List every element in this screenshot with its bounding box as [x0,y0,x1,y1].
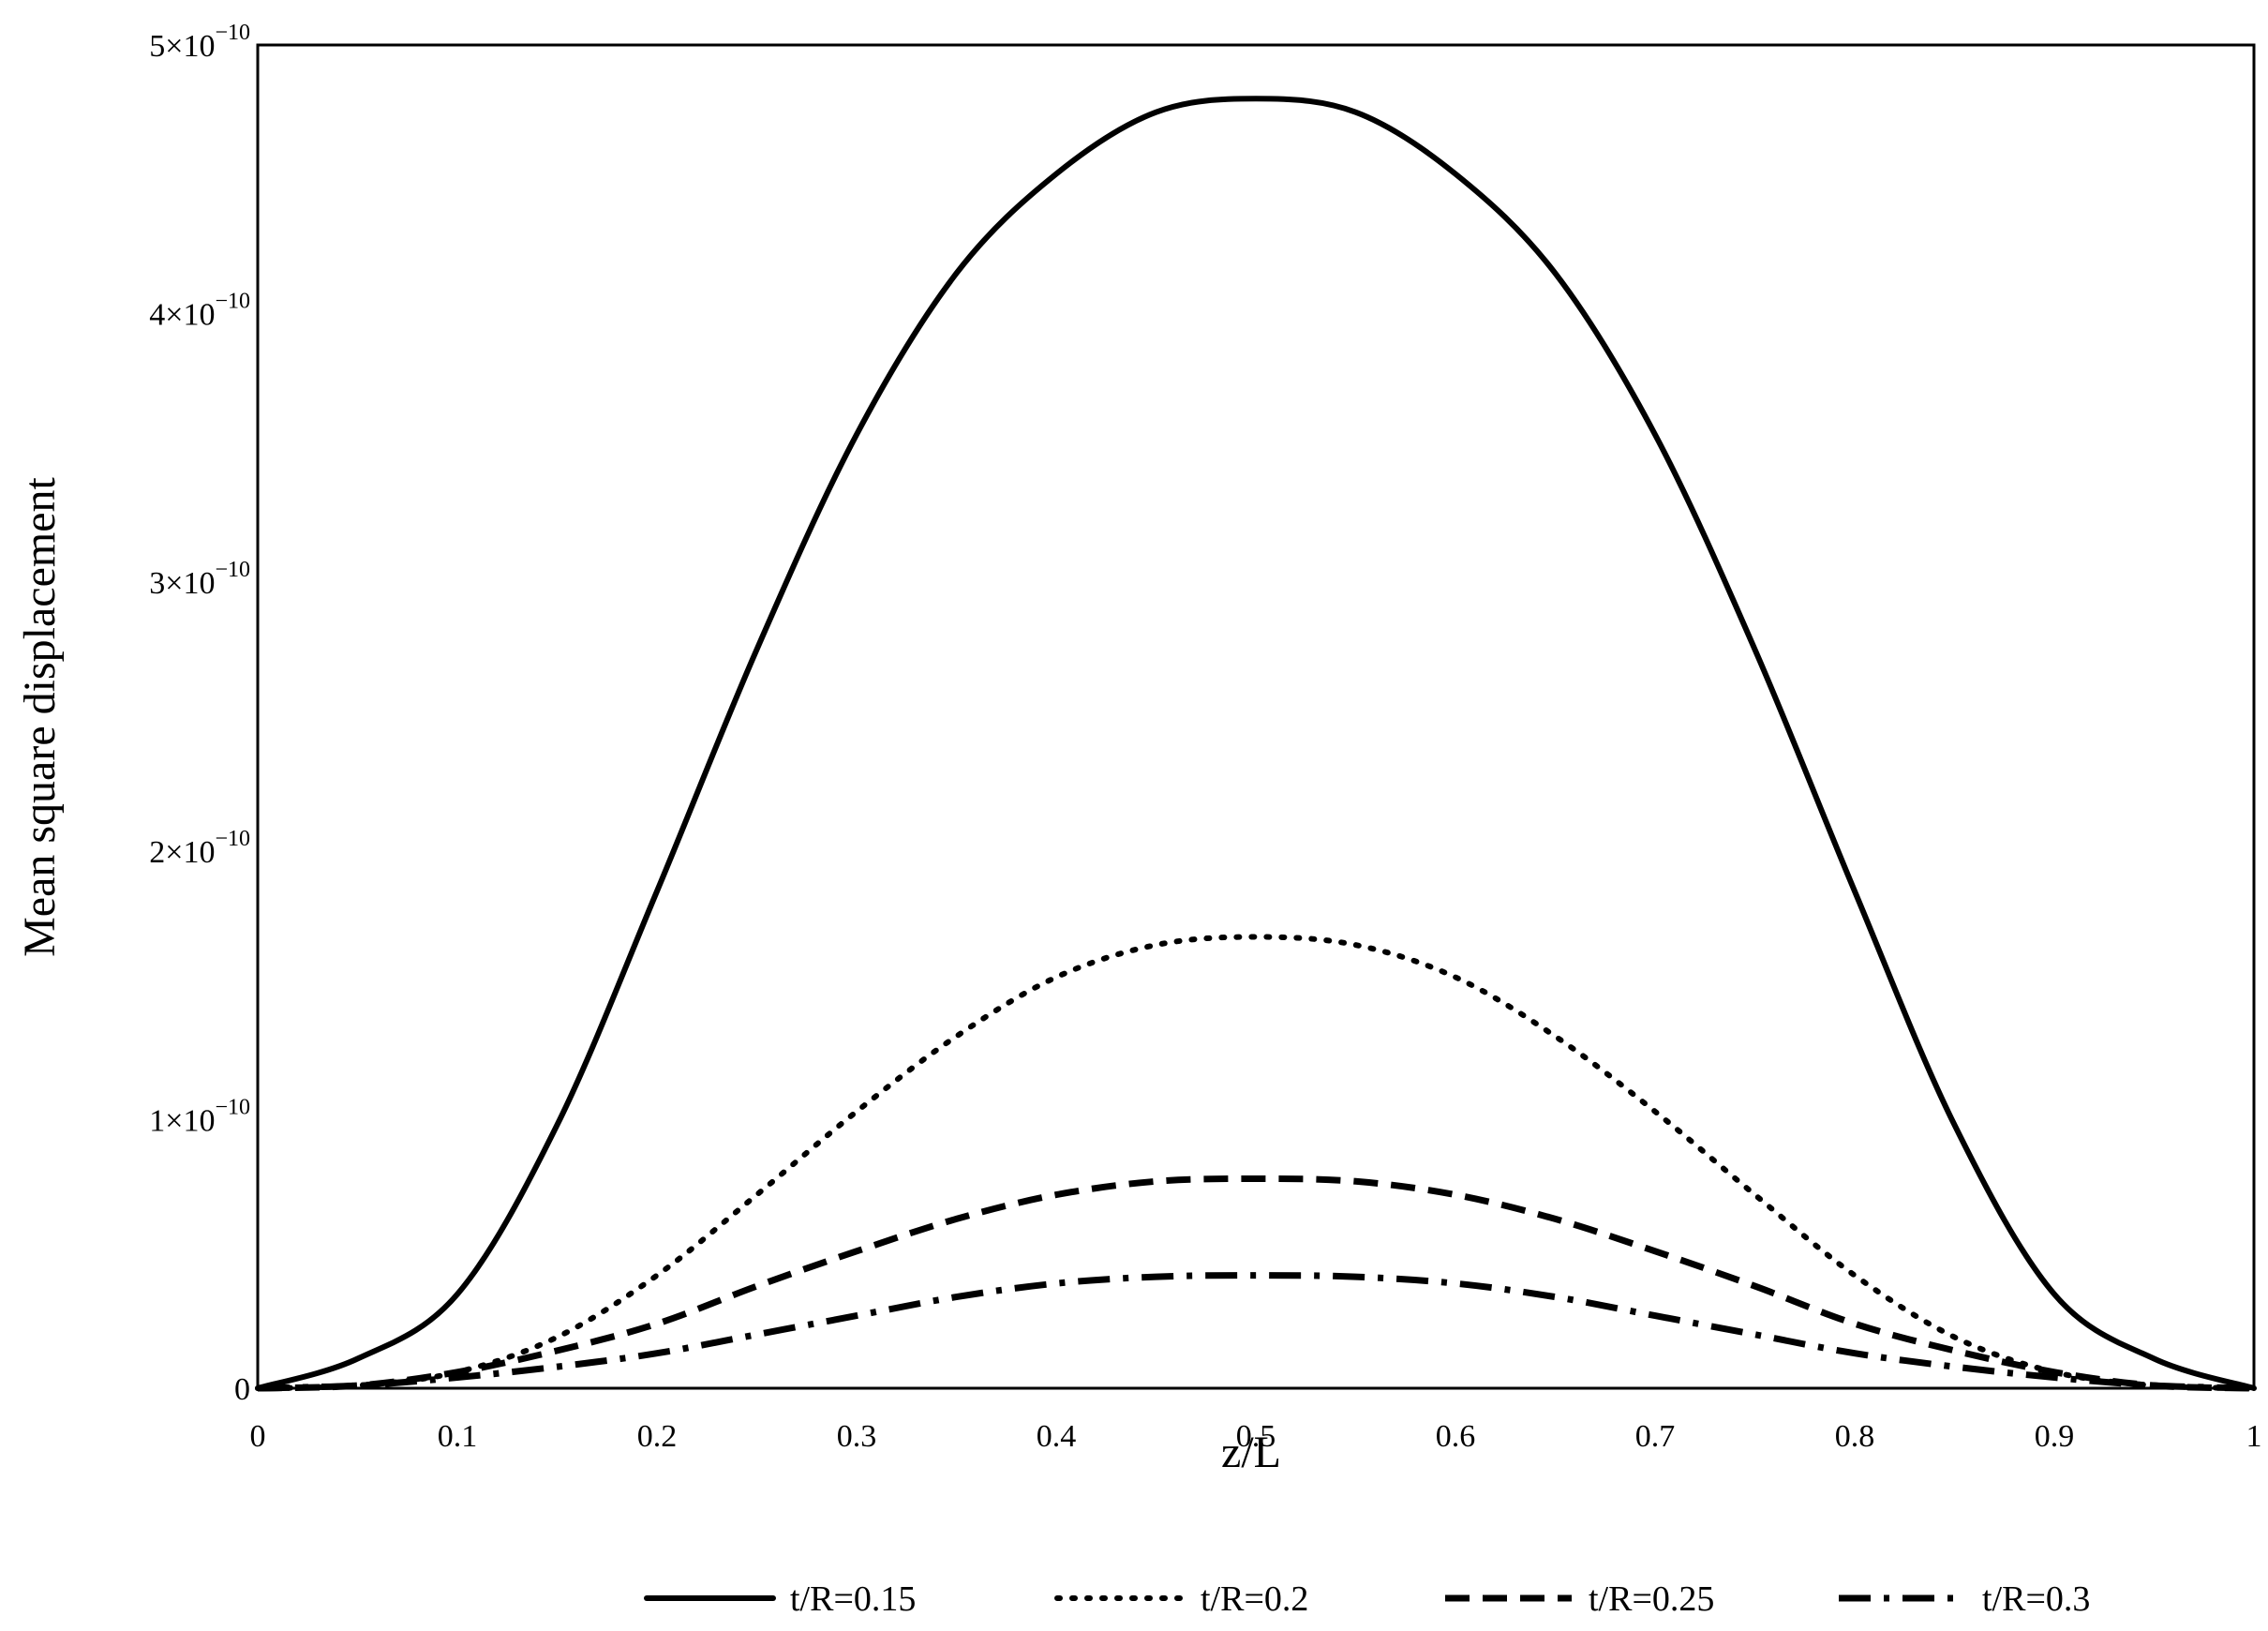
x-tick-label: 0.9 [2035,1419,2075,1454]
series-line-2 [255,934,2257,1391]
x-tick-label: 0.2 [637,1419,678,1454]
y-tick-label: 3×10−10 [149,558,250,601]
series-layer [255,96,2257,1392]
y-tick-labels: 0 1×10−10 2×10−10 3×10−10 4×10−10 5×10−10 [149,21,250,1407]
x-axis-label: z/L [1221,1428,1281,1477]
x-tick-label: 0.7 [1635,1419,1676,1454]
y-axis-label: Mean square displacement [15,476,65,956]
y-tick-label: 2×10−10 [149,827,250,870]
y-tick-label: 1×10−10 [149,1095,250,1138]
legend-label-4: t/R=0.3 [1982,1579,2090,1619]
y-tick-label: 5×10−10 [149,21,250,64]
legend-label-3: t/R=0.25 [1589,1579,1714,1619]
x-tick-label: 0.3 [837,1419,877,1454]
series-line-4 [257,1272,2255,1392]
legend-label-1: t/R=0.15 [790,1579,916,1619]
y-tick-label: 0 [234,1372,250,1407]
series-line-3 [257,1175,2255,1392]
x-tick-label: 0.5 [1236,1419,1276,1454]
plot-frame [256,43,2256,1390]
x-tick-label: 0 [250,1419,266,1454]
x-tick-label: 0.8 [1835,1419,1875,1454]
x-tick-label: 0.4 [1037,1419,1077,1454]
x-tick-label: 0.1 [438,1419,478,1454]
x-tick-labels: 0 0.1 0.2 0.3 0.4 0.5 0.6 0.7 0.8 0.9 1 [250,1419,2262,1454]
y-tick-label: 4×10−10 [149,290,250,333]
legend: t/R=0.15 t/R=0.2 t/R=0.25 t/R=0.3 [644,1579,2090,1619]
series-line-1 [255,96,2257,1391]
x-tick-label: 1 [2246,1419,2262,1454]
legend-label-2: t/R=0.2 [1201,1579,1308,1619]
x-tick-label: 0.6 [1436,1419,1476,1454]
